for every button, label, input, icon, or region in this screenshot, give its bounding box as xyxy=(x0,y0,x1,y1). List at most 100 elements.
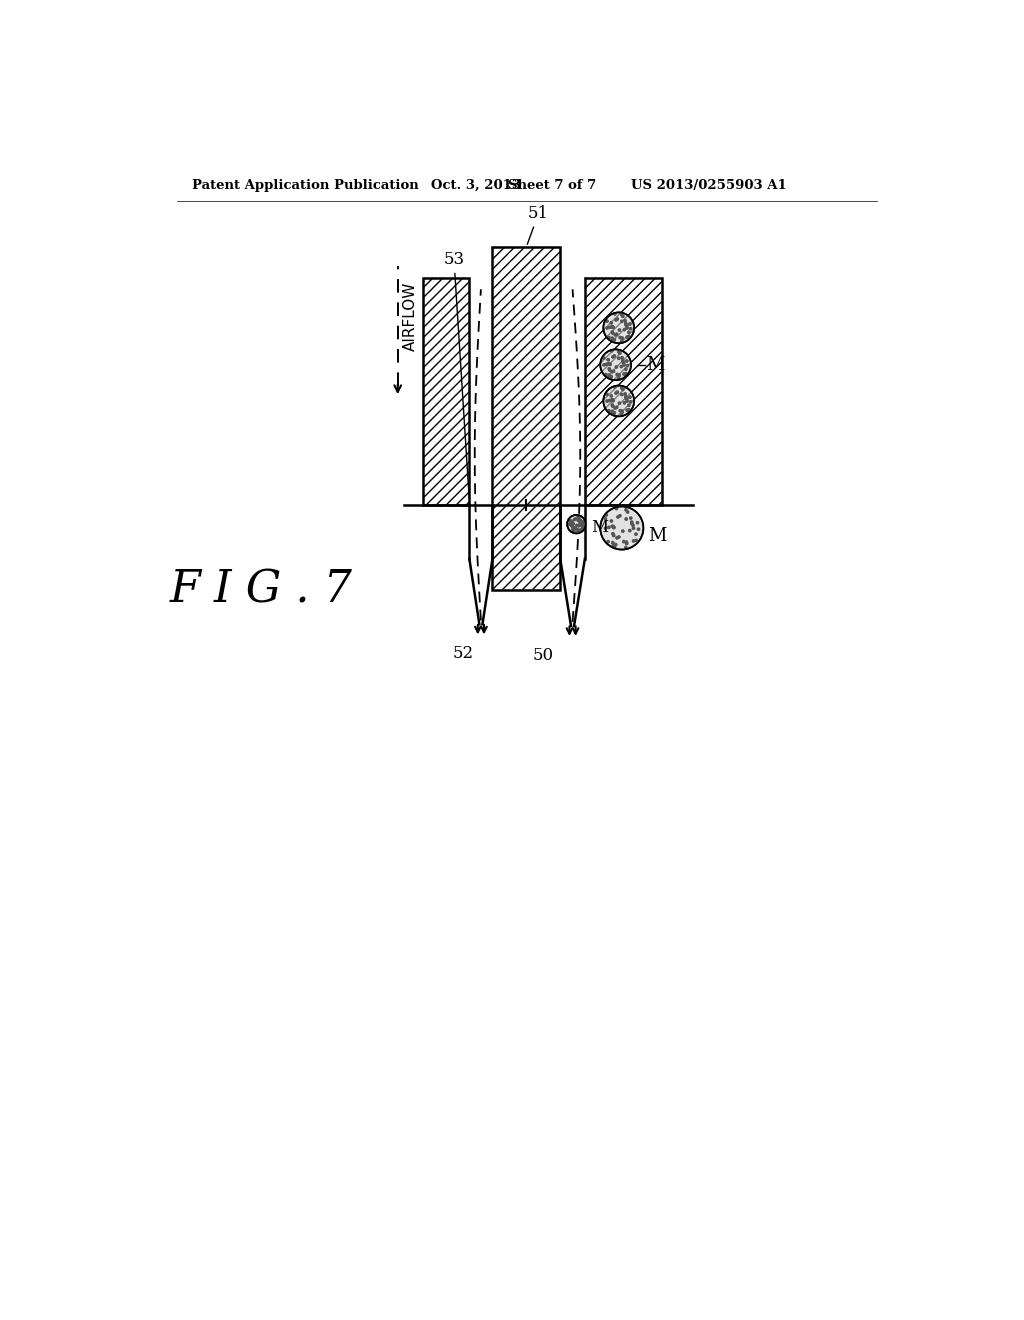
Circle shape xyxy=(617,378,620,380)
Circle shape xyxy=(572,531,574,532)
Circle shape xyxy=(608,409,610,412)
Text: US 2013/0255903 A1: US 2013/0255903 A1 xyxy=(631,178,786,191)
Circle shape xyxy=(625,322,627,325)
Circle shape xyxy=(603,313,634,343)
Circle shape xyxy=(620,337,622,338)
Circle shape xyxy=(611,326,613,329)
Circle shape xyxy=(606,393,608,396)
Circle shape xyxy=(624,401,626,404)
Circle shape xyxy=(607,359,609,360)
Circle shape xyxy=(608,527,610,528)
Circle shape xyxy=(618,375,621,378)
Circle shape xyxy=(626,409,628,412)
Circle shape xyxy=(608,400,610,401)
Circle shape xyxy=(611,541,613,544)
Circle shape xyxy=(600,350,631,380)
Circle shape xyxy=(582,525,584,528)
Circle shape xyxy=(582,528,584,531)
Circle shape xyxy=(581,528,583,531)
Circle shape xyxy=(568,519,570,521)
Circle shape xyxy=(612,535,614,537)
Circle shape xyxy=(573,519,575,520)
Text: 51: 51 xyxy=(527,205,549,244)
Circle shape xyxy=(624,319,626,322)
Circle shape xyxy=(611,371,613,372)
Circle shape xyxy=(603,364,605,366)
Circle shape xyxy=(605,374,607,376)
Circle shape xyxy=(622,315,624,317)
Circle shape xyxy=(578,529,580,531)
Circle shape xyxy=(608,400,610,401)
Circle shape xyxy=(569,523,571,525)
Circle shape xyxy=(624,374,626,375)
Circle shape xyxy=(627,337,629,338)
Circle shape xyxy=(578,516,580,519)
Circle shape xyxy=(612,399,614,401)
Circle shape xyxy=(608,409,610,412)
Circle shape xyxy=(616,391,618,393)
Circle shape xyxy=(612,405,614,408)
Circle shape xyxy=(626,360,628,362)
Circle shape xyxy=(623,364,625,366)
Circle shape xyxy=(609,370,611,371)
Circle shape xyxy=(573,519,575,520)
Circle shape xyxy=(624,393,626,395)
Circle shape xyxy=(571,525,573,528)
Circle shape xyxy=(633,527,635,529)
Circle shape xyxy=(633,540,635,543)
Circle shape xyxy=(568,523,570,525)
Text: Sheet 7 of 7: Sheet 7 of 7 xyxy=(508,178,596,191)
Circle shape xyxy=(622,315,624,317)
Circle shape xyxy=(571,523,573,525)
Circle shape xyxy=(571,523,573,525)
Circle shape xyxy=(609,370,611,371)
Circle shape xyxy=(622,531,624,532)
Circle shape xyxy=(578,515,580,517)
Circle shape xyxy=(626,400,628,403)
Circle shape xyxy=(578,519,580,521)
Circle shape xyxy=(612,535,614,537)
Circle shape xyxy=(611,533,614,535)
Circle shape xyxy=(616,374,618,375)
Circle shape xyxy=(612,399,614,401)
Circle shape xyxy=(613,545,615,548)
Circle shape xyxy=(611,326,613,329)
Circle shape xyxy=(612,413,614,416)
Circle shape xyxy=(621,337,624,339)
Circle shape xyxy=(583,524,585,525)
Circle shape xyxy=(620,409,622,412)
Circle shape xyxy=(622,411,624,413)
Circle shape xyxy=(621,314,623,315)
Circle shape xyxy=(625,372,627,375)
Circle shape xyxy=(626,543,628,545)
Circle shape xyxy=(623,540,625,543)
Circle shape xyxy=(612,527,614,528)
Circle shape xyxy=(613,412,615,414)
Circle shape xyxy=(621,393,623,396)
Circle shape xyxy=(626,541,628,544)
Circle shape xyxy=(621,414,623,416)
Circle shape xyxy=(568,523,570,525)
Circle shape xyxy=(630,401,632,403)
Circle shape xyxy=(613,385,615,388)
Circle shape xyxy=(600,507,643,549)
Circle shape xyxy=(610,322,612,323)
Circle shape xyxy=(621,314,623,315)
Circle shape xyxy=(618,515,621,516)
Circle shape xyxy=(625,517,628,520)
Circle shape xyxy=(620,409,622,412)
Circle shape xyxy=(608,374,610,376)
Circle shape xyxy=(608,326,610,329)
Circle shape xyxy=(572,531,574,532)
Circle shape xyxy=(613,355,615,356)
Circle shape xyxy=(626,325,628,327)
Circle shape xyxy=(612,544,614,546)
Circle shape xyxy=(630,401,632,403)
Circle shape xyxy=(570,524,572,527)
Text: M: M xyxy=(646,356,665,374)
Circle shape xyxy=(609,378,611,379)
Circle shape xyxy=(630,517,632,519)
Circle shape xyxy=(567,515,586,533)
Circle shape xyxy=(605,363,607,366)
Circle shape xyxy=(615,507,617,510)
